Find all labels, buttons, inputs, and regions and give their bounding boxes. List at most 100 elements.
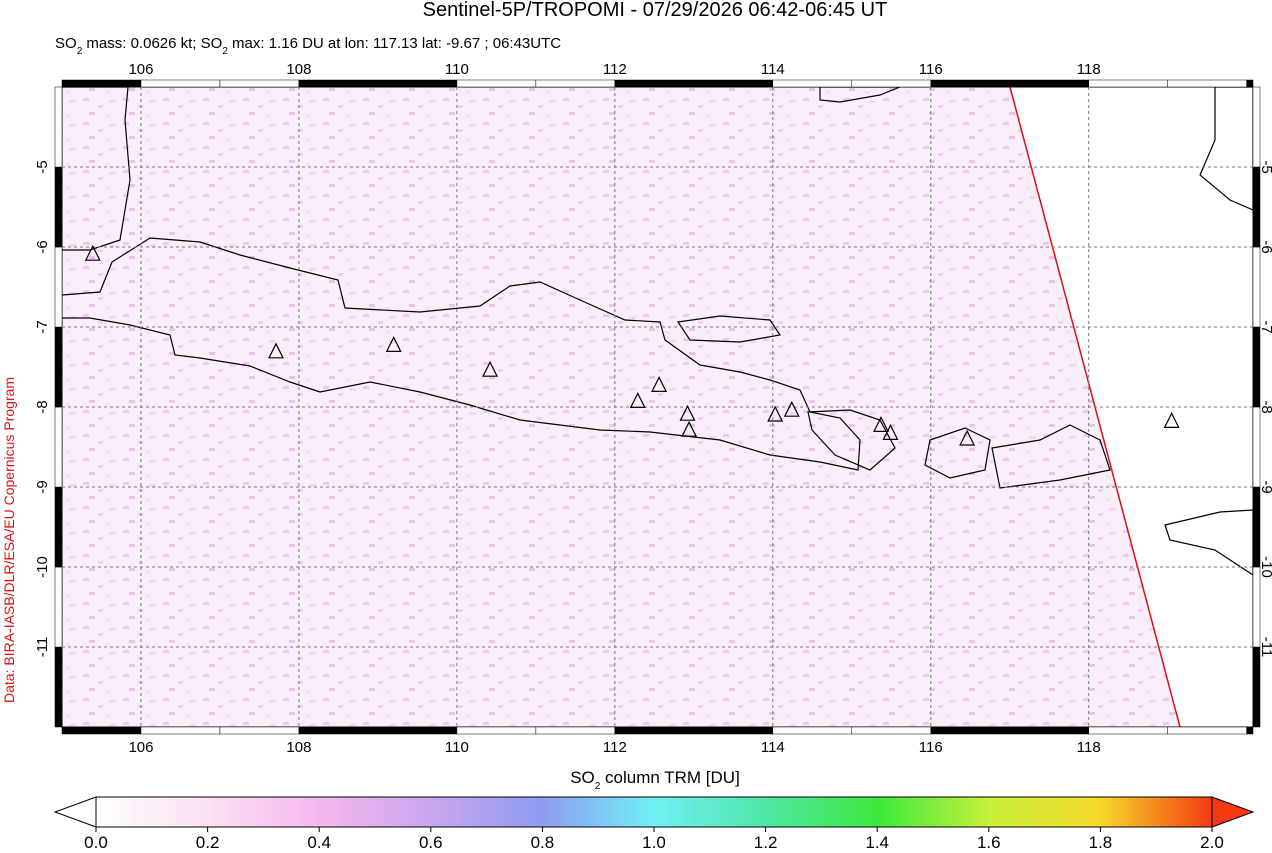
frame-bar (1246, 79, 1254, 88)
lat-label: -10 (34, 556, 51, 578)
lon-label: 108 (286, 61, 311, 78)
frame-bar (1252, 566, 1261, 648)
borneo-coast (819, 87, 901, 103)
volcano (873, 416, 889, 432)
text-part: max: 1.16 DU at lon: 117.13 lat: -9.67 ;… (228, 35, 561, 52)
subscript: 2 (222, 46, 228, 57)
frame-bar (851, 726, 932, 735)
title: Sentinel-5P/TROPOMI - 07/29/2026 06:42-0… (423, 0, 888, 21)
text-part: column TRM [DU] (600, 768, 740, 787)
sumatra-coast (62, 87, 131, 251)
lombok-coast (924, 427, 991, 479)
colorbar-tick-label: 1.8 (1089, 833, 1113, 852)
lon-label: 106 (128, 61, 153, 78)
frame-bar (535, 726, 616, 735)
volcano (783, 400, 800, 417)
colorbar-tick-label: 1.6 (977, 833, 1001, 852)
volcano (681, 420, 698, 437)
lon-label: 110 (445, 739, 469, 756)
frame-bar (930, 726, 1010, 735)
colorbar-label: SO2 column TRM [DU] (570, 768, 740, 792)
volcano (679, 404, 696, 421)
colorbar (95, 796, 1213, 828)
frame-bar (219, 726, 300, 735)
lat-label: -10 (1258, 556, 1272, 578)
lat-label: -5 (1258, 160, 1272, 173)
frame-bar (54, 246, 63, 328)
frame-bar (456, 79, 537, 88)
frame-bar (772, 79, 853, 88)
frame-bar (54, 166, 63, 248)
frame-bar (693, 726, 774, 735)
frame-bar (61, 726, 142, 735)
frame-bar (930, 79, 1010, 88)
lon-label: 116 (919, 61, 943, 78)
volcano (268, 342, 285, 359)
frame-bar (1252, 486, 1261, 568)
frame-bar (535, 79, 616, 88)
colorbar-tick-label: 1.0 (642, 833, 666, 852)
frame-bar (1252, 166, 1261, 248)
volcano (651, 376, 668, 392)
lon-label: 112 (603, 739, 627, 756)
frame-bar (1167, 726, 1247, 735)
lon-label: 116 (919, 739, 943, 756)
lon-label: 112 (603, 61, 627, 78)
frame-bar (54, 86, 63, 168)
volcano (959, 429, 976, 446)
lat-label: -8 (34, 400, 51, 413)
lat-label: -8 (1258, 400, 1272, 413)
volcano (482, 360, 499, 377)
lat-label: -11 (1258, 637, 1272, 658)
frame-bar (1246, 726, 1254, 735)
text-part: mass: 0.0626 kt; SO (82, 35, 222, 52)
frame-bar (1252, 646, 1261, 728)
lat-label: -11 (34, 637, 51, 658)
frame-bar (54, 406, 63, 488)
volcano (629, 392, 646, 408)
frame-bar (140, 79, 221, 88)
lon-label: 114 (761, 61, 785, 78)
frame-bar (1088, 79, 1168, 88)
bali-coast (807, 409, 896, 471)
frame-bar (1009, 79, 1089, 88)
colorbar-tick-label: 1.4 (865, 833, 889, 852)
frame-bar (614, 726, 695, 735)
colorbar-over (1211, 796, 1255, 828)
lon-label: 118 (1077, 739, 1101, 756)
frame-bar (1252, 406, 1261, 488)
frame-bar (377, 79, 458, 88)
frame-bar (456, 726, 537, 735)
sumba-coast (1164, 509, 1253, 576)
sulawesi-coast (1199, 87, 1253, 211)
lat-label: -6 (1258, 240, 1272, 253)
lat-label: -9 (34, 480, 51, 493)
frame-bar (1009, 726, 1089, 735)
frame-bar (1088, 726, 1168, 735)
frame-bar (1167, 79, 1247, 88)
lon-label: 106 (128, 739, 153, 756)
subscript: 2 (77, 46, 83, 57)
madura-coast (676, 315, 782, 343)
lat-label: -7 (1258, 320, 1272, 333)
frame-bar (54, 326, 63, 408)
frame-bar (54, 486, 63, 568)
frame-bar (140, 726, 221, 735)
colorbar-tick-label: 0.2 (196, 833, 220, 852)
volcano (882, 424, 899, 440)
lon-label: 108 (286, 739, 311, 756)
lon-label: 110 (445, 61, 469, 78)
frame-bar (377, 726, 458, 735)
frame-bar (54, 566, 63, 648)
lat-label: -9 (1258, 480, 1272, 493)
subscript: 2 (595, 781, 601, 792)
frame-bar (61, 79, 142, 88)
subtitle: SO2 mass: 0.0626 kt; SO2 max: 1.16 DU at… (55, 35, 561, 57)
frame-bar (54, 646, 63, 728)
frame-bar (1252, 246, 1261, 328)
text-part: SO (55, 35, 77, 52)
lon-label: 118 (1077, 61, 1101, 78)
frame-bar (851, 79, 932, 88)
colorbar-under (53, 796, 97, 828)
